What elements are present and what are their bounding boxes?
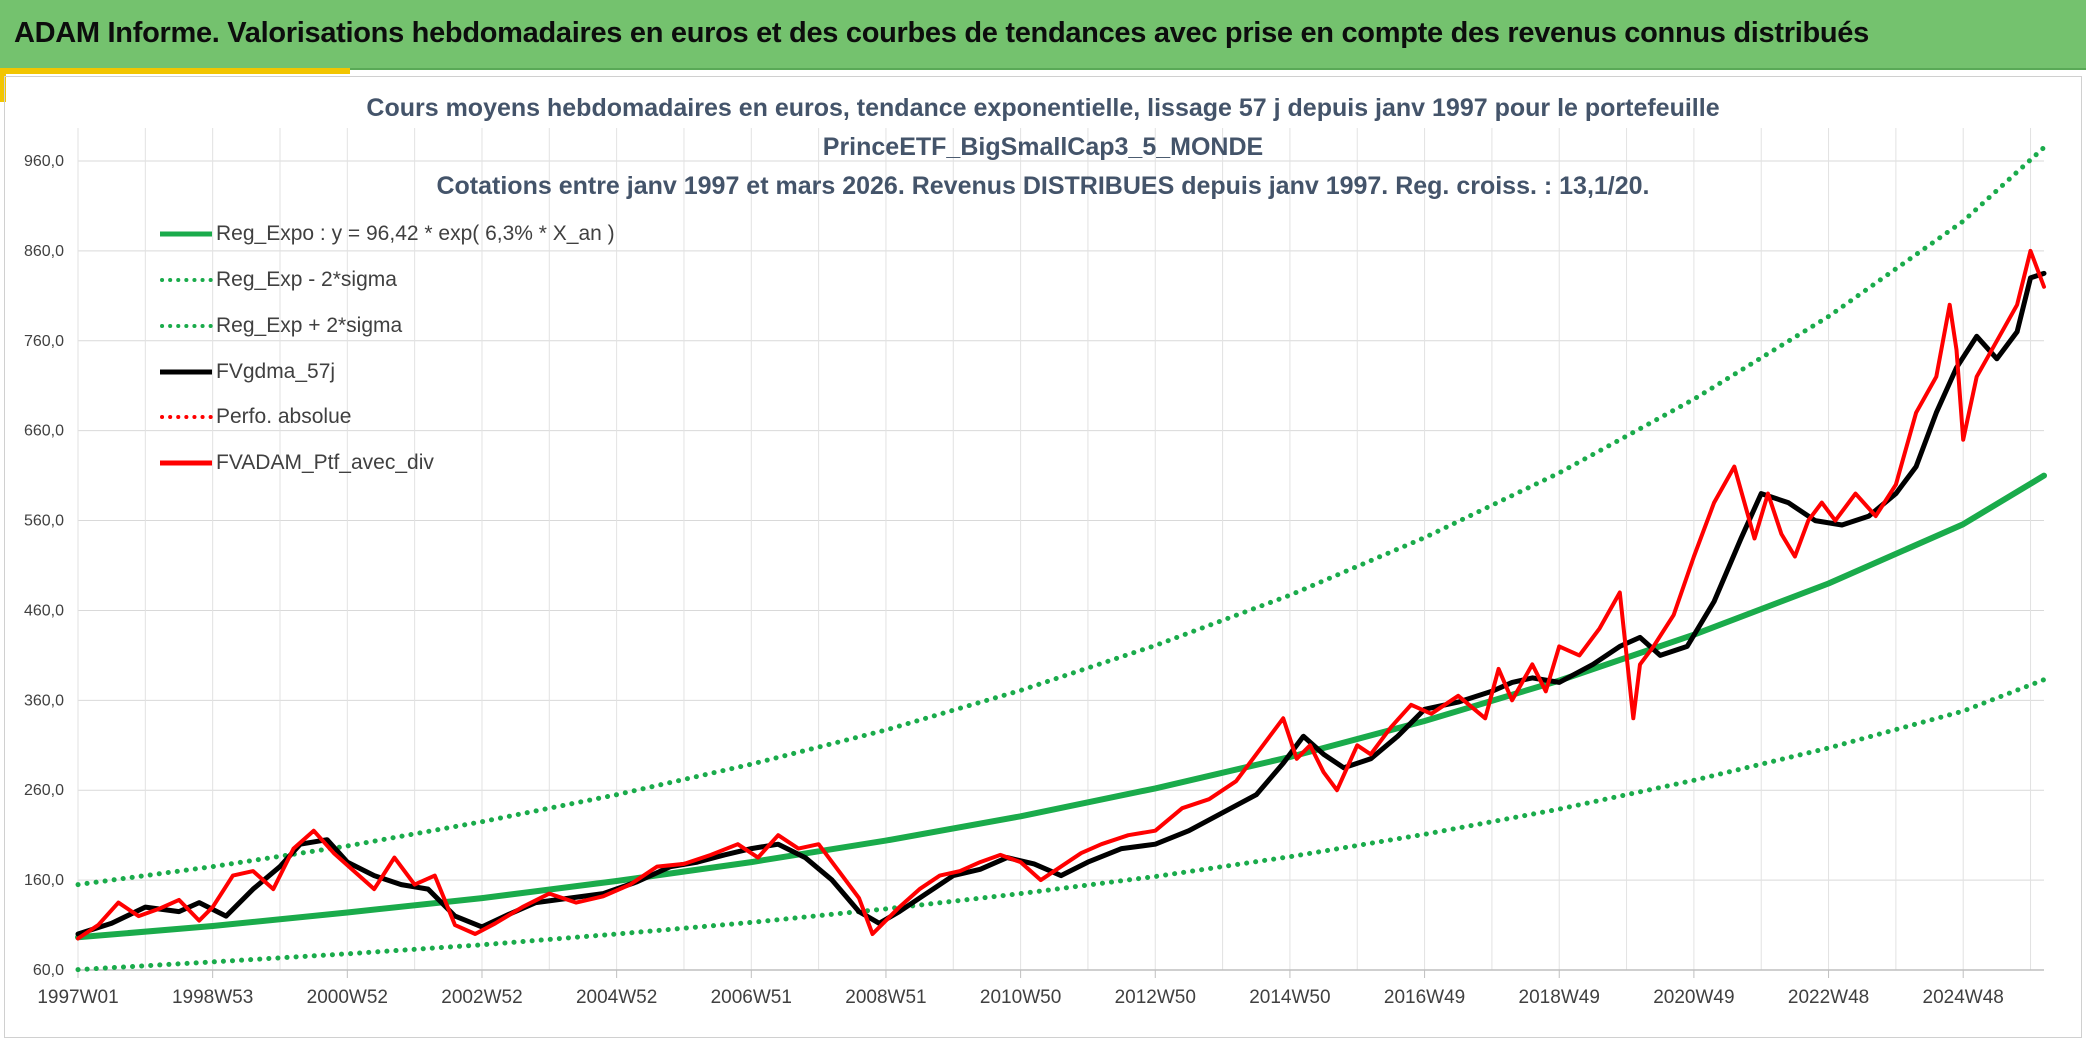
y-tick-label: 760,0 [24,333,64,350]
legend-label: Reg_Exp + 2*sigma [216,314,403,337]
chart-grid [77,128,2044,971]
legend-swatch-dotted-green [160,278,214,282]
legend-swatch-solid-red [160,460,212,466]
y-tick-label: 260,0 [24,782,64,799]
fvadam-ptf-line [76,248,2046,941]
x-tick-label: 2008W51 [845,987,926,1008]
x-tick-label: 2002W52 [441,987,522,1008]
y-tick-label: 860,0 [24,243,64,260]
chart-title-line-2: PrinceETF_BigSmallCap3_5_MONDE [822,133,1264,161]
chart-frame [4,76,2082,1038]
x-tick-label: 2018W49 [1519,987,1600,1008]
legend-label: Reg_Exp - 2*sigma [216,268,397,291]
y-tick-label: 560,0 [24,513,64,530]
y-tick-label: 460,0 [24,602,64,619]
x-tick-label: 2016W49 [1384,987,1465,1008]
x-tick-label: 2000W52 [307,987,388,1008]
x-tick-label: 2010W50 [980,987,1061,1008]
x-tick-label: 2006W51 [711,987,792,1008]
x-tick-label: 2020W49 [1653,987,1734,1008]
accent-left [0,68,6,102]
chart-title-line-1: Cours moyens hebdomadaires en euros, ten… [366,94,1720,122]
legend-label: Reg_Expo : y = 96,42 * exp( 6,3% * X_an … [216,222,615,245]
legend-swatch-dotted-red [160,415,214,419]
chart-axes: 60,0 160,0 260,0 360,0 460,0 560,0 660,0 760,0 8… [24,153,2044,1008]
chart-series [75,145,2047,973]
reg-expo-line [75,472,2047,941]
x-tick-label: 1997W01 [37,987,118,1008]
x-tick-label: 2004W52 [576,987,657,1008]
y-tick-label: 660,0 [24,423,64,440]
x-tick-label: 2014W50 [1249,987,1330,1008]
x-tick-label: 2012W50 [1115,987,1196,1008]
y-tick-label: 360,0 [24,692,64,709]
x-tick-label: 2022W48 [1788,987,1869,1008]
legend-swatch-solid-green [160,231,212,237]
fvgdma-57j-line [75,270,2047,937]
chart-title-line-3: Cotations entre janv 1997 et mars 2026. … [436,172,1650,200]
header-bar: ADAM Informe. Valorisations hebdomadaire… [0,0,2086,70]
reg-exp-minus-2sigma-line [75,677,2047,973]
accent-bar [0,68,350,74]
x-tick-label: 2024W48 [1923,987,2004,1008]
y-tick-label: 960,0 [24,153,64,170]
legend-label: FVgdma_57j [216,360,336,383]
page-title: ADAM Informe. Valorisations hebdomadaire… [14,17,1869,49]
y-tick-label: 160,0 [24,872,64,889]
legend-swatch-dotted-green [160,324,214,328]
y-tick-label: 60,0 [33,962,64,979]
x-tick-label: 1998W53 [172,987,253,1008]
legend-label: FVADAM_Ptf_avec_div [216,451,434,474]
legend-label: Perfo. absolue [216,405,352,428]
legend-swatch-solid-black [160,369,212,375]
